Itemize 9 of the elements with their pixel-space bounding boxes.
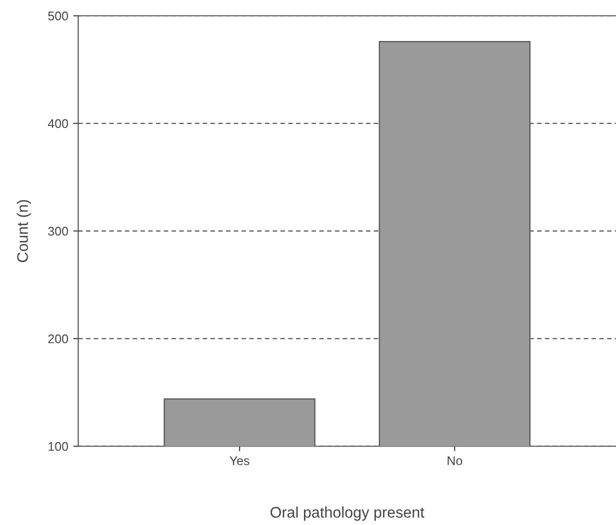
- x-axis-title: Oral pathology present: [270, 506, 424, 521]
- x-tick-label: Yes: [230, 456, 250, 466]
- y-tick-label: 200: [48, 334, 68, 344]
- y-tick-label: 100: [48, 442, 68, 451]
- y-tick-label: 500: [48, 12, 68, 20]
- y-tick-label: 300: [48, 226, 68, 236]
- y-tick-label: 400: [48, 119, 68, 128]
- x-tick-label: No: [448, 456, 462, 466]
- y-axis-title: Count (n): [16, 200, 31, 262]
